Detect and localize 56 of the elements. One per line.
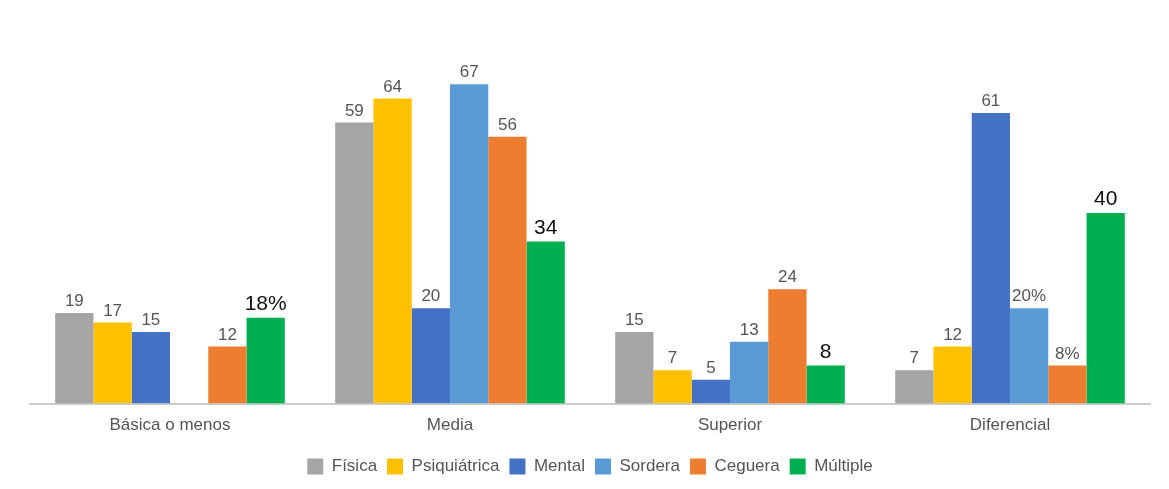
bar — [933, 346, 972, 404]
legend-label: Sordera — [619, 456, 681, 476]
bar — [526, 241, 565, 404]
data-label: 20% — [1012, 286, 1047, 306]
data-label: 7 — [667, 348, 678, 368]
data-label: 64 — [383, 76, 403, 96]
bar — [768, 289, 807, 404]
data-label: 15 — [624, 310, 644, 330]
bar — [1010, 308, 1049, 404]
data-label: 61 — [981, 91, 1001, 111]
data-label: 12 — [943, 324, 963, 344]
data-label: 20 — [421, 286, 441, 306]
data-label: 59 — [344, 100, 364, 120]
data-label: 15 — [141, 310, 161, 330]
data-label: 56 — [497, 114, 517, 134]
bar — [208, 346, 247, 404]
data-label: 13 — [739, 319, 759, 339]
bar — [335, 122, 374, 404]
bar — [93, 322, 132, 404]
x-tick-label: Básica o menos — [109, 415, 231, 435]
bar — [450, 84, 489, 404]
data-label: 40 — [1093, 186, 1118, 210]
data-label: 18% — [244, 291, 287, 315]
legend-label: Psiquiátrica — [411, 456, 500, 476]
bar — [55, 313, 94, 404]
legend-label: Física — [331, 456, 378, 476]
bar — [615, 332, 654, 404]
x-tick-label: Diferencial — [969, 415, 1051, 435]
bar — [653, 370, 692, 404]
data-label: 5 — [706, 357, 716, 377]
bar — [895, 370, 934, 404]
data-label: 17 — [103, 300, 123, 320]
data-label: 8 — [819, 338, 832, 362]
bar — [1048, 365, 1087, 404]
bar — [488, 136, 527, 404]
data-label: 12 — [217, 324, 237, 344]
data-label: 19 — [64, 291, 84, 311]
legend-label: Múltiple — [814, 456, 873, 476]
data-label: 7 — [909, 348, 920, 368]
bar — [730, 341, 769, 404]
data-label: 34 — [533, 214, 558, 238]
bar — [971, 112, 1010, 404]
legend-label: Mental — [533, 456, 585, 476]
x-tick-label: Superior — [697, 415, 763, 435]
data-label: 67 — [459, 62, 479, 82]
bar — [411, 308, 450, 404]
bar — [1086, 212, 1125, 404]
bar — [246, 317, 285, 404]
x-tick-label: Media — [426, 415, 474, 435]
bar — [691, 379, 730, 404]
data-label: 8% — [1055, 343, 1080, 363]
bar — [131, 332, 170, 404]
data-label: 24 — [777, 267, 797, 287]
bar — [373, 98, 412, 404]
legend-label: Ceguera — [714, 456, 781, 476]
bar — [806, 365, 845, 404]
